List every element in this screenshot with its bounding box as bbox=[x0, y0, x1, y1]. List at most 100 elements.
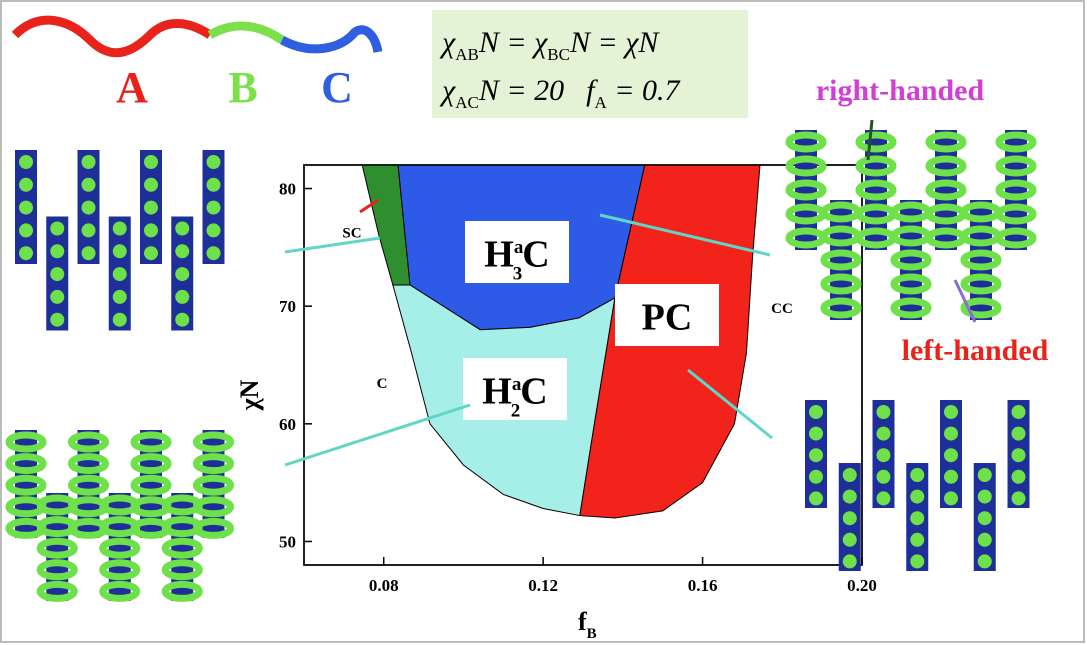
block-label: B bbox=[228, 63, 257, 112]
sphere bbox=[50, 244, 64, 258]
block-label: A bbox=[116, 63, 148, 112]
sphere bbox=[175, 267, 189, 281]
sphere bbox=[82, 201, 96, 215]
formula-part: N = χN bbox=[569, 26, 660, 59]
formula-sub: A bbox=[594, 93, 607, 112]
sphere bbox=[944, 427, 958, 441]
sphere bbox=[207, 178, 221, 192]
page: A B C χABN = χBCN = χN χACN = 20fA = 0.7… bbox=[0, 0, 1087, 645]
sphere bbox=[207, 223, 221, 237]
sphere bbox=[144, 246, 158, 260]
right-handed-label: right-handed bbox=[816, 74, 985, 107]
sphere bbox=[809, 470, 823, 484]
sphere bbox=[50, 290, 64, 304]
sphere bbox=[207, 246, 221, 260]
sphere bbox=[877, 448, 891, 462]
label-part: C bbox=[522, 233, 549, 275]
sphere bbox=[910, 490, 924, 504]
x-tick-label: 0.12 bbox=[528, 576, 558, 595]
sphere bbox=[910, 468, 924, 482]
x-axis-label-main: f bbox=[578, 607, 587, 636]
sphere bbox=[877, 491, 891, 505]
sphere bbox=[50, 222, 64, 236]
sphere bbox=[944, 448, 958, 462]
sphere bbox=[843, 511, 857, 525]
sphere bbox=[910, 511, 924, 525]
sphere bbox=[82, 155, 96, 169]
sphere bbox=[1012, 491, 1026, 505]
sphere bbox=[944, 470, 958, 484]
block-label: C bbox=[321, 63, 353, 112]
sphere bbox=[144, 201, 158, 215]
sphere bbox=[978, 468, 992, 482]
sphere bbox=[175, 222, 189, 236]
sphere bbox=[19, 246, 33, 260]
sphere bbox=[50, 313, 64, 327]
sphere bbox=[809, 491, 823, 505]
sphere bbox=[1012, 448, 1026, 462]
sphere bbox=[144, 155, 158, 169]
formula-sub: AC bbox=[455, 93, 479, 112]
sphere bbox=[944, 491, 958, 505]
sphere bbox=[82, 223, 96, 237]
figure: A B C χABN = χBCN = χN χACN = 20fA = 0.7… bbox=[0, 0, 1087, 645]
sphere bbox=[175, 290, 189, 304]
left-handed-label: left-handed bbox=[902, 334, 1049, 367]
sphere bbox=[910, 554, 924, 568]
formula-part: χ bbox=[439, 26, 456, 59]
sphere bbox=[19, 155, 33, 169]
formula-part: = 0.7 bbox=[607, 74, 682, 107]
formula-part: N = χ bbox=[478, 26, 548, 59]
sphere bbox=[843, 468, 857, 482]
sphere bbox=[50, 267, 64, 281]
sphere bbox=[809, 405, 823, 419]
sphere bbox=[19, 223, 33, 237]
sphere bbox=[809, 427, 823, 441]
sphere bbox=[144, 223, 158, 237]
label-part: H bbox=[482, 370, 512, 412]
sphere bbox=[113, 244, 127, 258]
sphere bbox=[207, 201, 221, 215]
x-tick-label: 0.20 bbox=[847, 576, 877, 595]
phase-note: CC bbox=[771, 301, 793, 317]
sphere bbox=[113, 313, 127, 327]
label-part: H bbox=[484, 233, 514, 275]
sphere bbox=[809, 448, 823, 462]
sphere bbox=[113, 267, 127, 281]
sphere bbox=[19, 201, 33, 215]
formula-sub: AB bbox=[455, 45, 479, 64]
sphere bbox=[978, 490, 992, 504]
formula-sub: BC bbox=[547, 45, 570, 64]
sphere bbox=[843, 533, 857, 547]
sphere bbox=[1012, 427, 1026, 441]
sphere bbox=[877, 405, 891, 419]
x-tick-label: 0.16 bbox=[688, 576, 718, 595]
label-part: C bbox=[520, 370, 547, 412]
sphere bbox=[910, 533, 924, 547]
sphere bbox=[82, 246, 96, 260]
region-label: SC bbox=[342, 225, 361, 241]
formula-part: N = 20 bbox=[478, 74, 564, 107]
x-tick-label: 0.08 bbox=[369, 576, 399, 595]
y-tick-label: 60 bbox=[279, 415, 296, 434]
y-axis-label: χN bbox=[235, 379, 264, 411]
sphere bbox=[877, 427, 891, 441]
y-tick-label: 70 bbox=[279, 297, 296, 316]
sphere bbox=[978, 533, 992, 547]
region-label: PC bbox=[642, 296, 693, 338]
y-tick-label: 80 bbox=[279, 180, 296, 199]
sphere bbox=[877, 470, 891, 484]
sphere bbox=[978, 511, 992, 525]
sphere bbox=[843, 554, 857, 568]
x-axis-label-sub: B bbox=[587, 626, 597, 642]
sphere bbox=[843, 490, 857, 504]
sphere bbox=[978, 554, 992, 568]
sphere bbox=[1012, 405, 1026, 419]
sphere bbox=[175, 244, 189, 258]
sphere bbox=[1012, 470, 1026, 484]
phase-note: C bbox=[377, 376, 388, 392]
sphere bbox=[144, 178, 158, 192]
label-sub: 3 bbox=[513, 264, 523, 285]
sphere bbox=[82, 178, 96, 192]
sphere bbox=[113, 290, 127, 304]
